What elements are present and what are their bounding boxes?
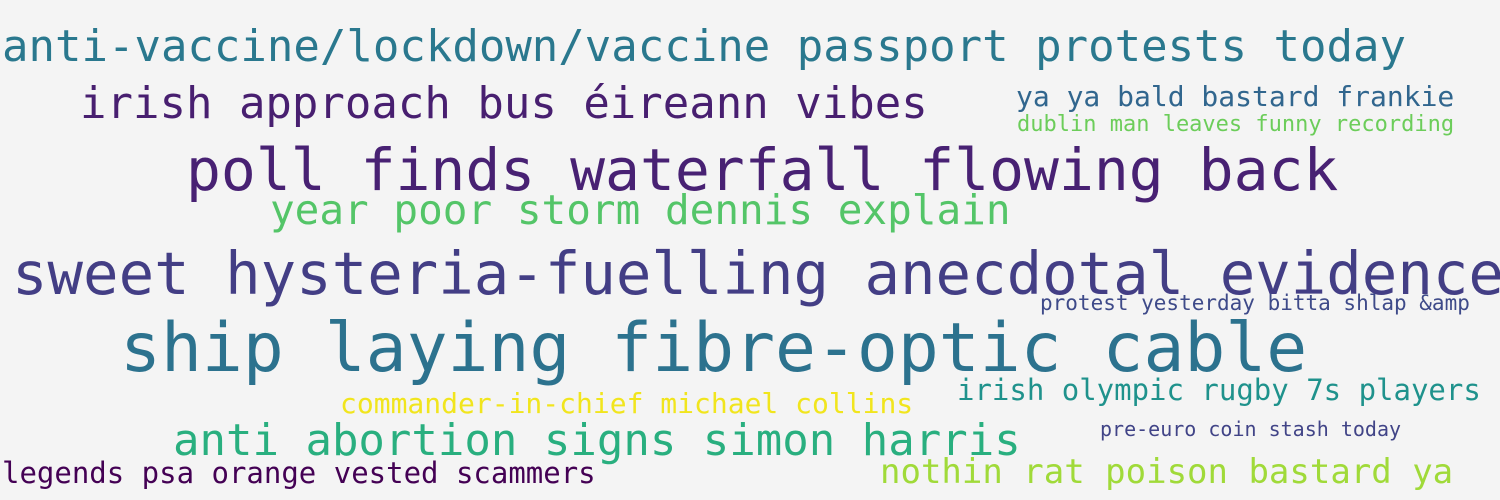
cloud-word: pre-euro coin stash today	[1100, 417, 1402, 441]
cloud-word: poll finds waterfall flowing back	[186, 136, 1339, 204]
cloud-word: ya ya bald bastard frankie	[1016, 80, 1455, 113]
cloud-word: legends psa orange vested scammers	[2, 456, 596, 490]
cloud-word: anti-vaccine/lockdown/vaccine passport p…	[2, 21, 1406, 72]
cloud-word: sweet hysteria-fuelling anecdotal eviden…	[12, 239, 1500, 308]
cloud-word: irish approach bus éireann vibes	[80, 78, 928, 129]
cloud-word: irish olympic rugby 7s players	[957, 373, 1481, 407]
cloud-word: dublin man leaves funny recording	[1017, 112, 1455, 137]
cloud-word: protest yesterday bitta shlap &amp	[1040, 291, 1470, 315]
cloud-word: nothin rat poison bastard ya	[880, 452, 1454, 492]
cloud-word: anti abortion signs simon harris	[173, 415, 1021, 466]
cloud-word: ship laying fibre-optic cable	[120, 309, 1308, 388]
cloud-word: commander-in-chief michael collins	[340, 387, 914, 420]
cloud-word: year poor storm dennis explain	[270, 186, 1011, 234]
